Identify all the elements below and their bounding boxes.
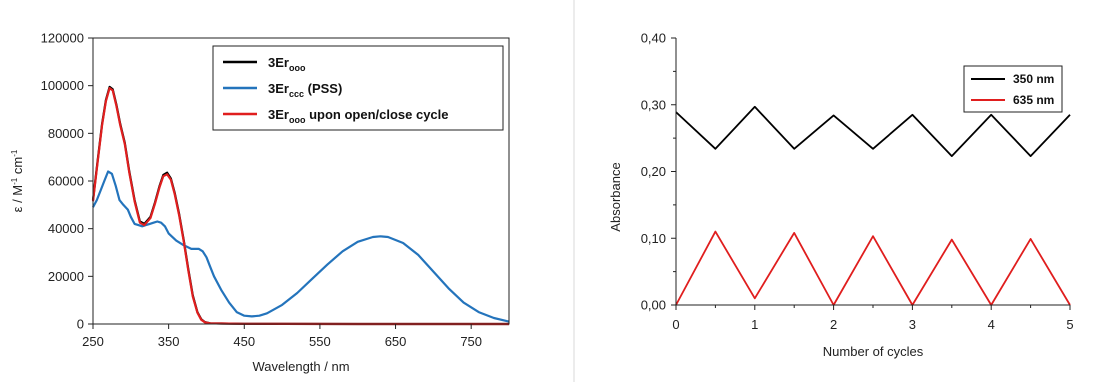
left-x-tick-label-4: 550 <box>309 334 331 349</box>
left-y-tick-label-7: 120000 <box>41 31 84 46</box>
right-x-tick-label-5: 4 <box>988 317 995 332</box>
left-series-group <box>91 85 510 326</box>
right-legend-label-1: 350 nm <box>1013 72 1054 86</box>
right-y-tick-label-3: 0,20 <box>641 164 666 179</box>
absorption-spectrum-chart: 250 350 450 550 650 750 0 20000 40000 60000 80000 1… <box>10 31 510 374</box>
right-y-tick-label-1: 0,00 <box>641 298 666 313</box>
left-series-line-3 <box>91 87 509 326</box>
left-y-tick-label-4: 60000 <box>48 174 84 189</box>
left-y-tick-label-2: 20000 <box>48 269 84 284</box>
left-x-tick-label-1: 250 <box>82 334 104 349</box>
right-x-tick-label-4: 3 <box>909 317 916 332</box>
left-legend-label-2: 3Erccc (PSS) <box>268 81 342 99</box>
right-series-line-1 <box>675 105 1071 157</box>
left-axis-ticks: 250 350 450 550 650 750 0 20000 40000 60000 80000 1… <box>41 31 482 350</box>
right-series-group <box>675 105 1071 306</box>
left-x-axis-title: Wavelength / nm <box>252 359 349 374</box>
left-y-tick-label-5: 80000 <box>48 126 84 141</box>
right-y-tick-label-4: 0,30 <box>641 97 666 112</box>
left-legend: 3Erooo 3Erccc (PSS) 3Erooo upon open/clo… <box>212 45 504 131</box>
right-x-axis-title: Number of cycles <box>823 344 924 359</box>
right-legend: 350 nm 635 nm <box>963 65 1063 113</box>
left-y-tick-label-1: 0 <box>77 317 84 332</box>
right-legend-label-2: 635 nm <box>1013 93 1054 107</box>
right-series-line-2 <box>675 230 1071 306</box>
right-x-tick-label-2: 1 <box>751 317 758 332</box>
left-legend-box <box>212 45 504 131</box>
right-legend-box <box>963 65 1063 113</box>
right-axis-ticks: 0 1 2 3 4 5 0,00 0,10 0,20 0,30 0,40 <box>641 31 1074 333</box>
right-y-axis-title: Absorbance <box>608 162 623 231</box>
right-y-tick-label-2: 0,10 <box>641 231 666 246</box>
right-x-tick-label-1: 0 <box>672 317 679 332</box>
left-y-title-part-2: -1 <box>10 177 19 185</box>
left-x-tick-label-3: 450 <box>233 334 255 349</box>
left-legend-label-3: 3Erooo upon open/close cycle <box>268 107 449 125</box>
left-series-line-2 <box>92 170 510 323</box>
left-x-tick-label-5: 650 <box>385 334 407 349</box>
right-x-tick-label-3: 2 <box>830 317 837 332</box>
left-y-title-part-1: ε / M <box>10 185 25 212</box>
left-y-axis-title: ε / M-1 cm-1 <box>10 149 25 212</box>
left-x-tick-label-2: 350 <box>158 334 180 349</box>
left-y-title-part-4: -1 <box>10 149 19 157</box>
left-legend-label-1: 3Erooo <box>268 55 306 73</box>
right-y-tick-label-5: 0,40 <box>641 31 666 46</box>
left-y-tick-label-3: 40000 <box>48 221 84 236</box>
left-y-title-part-3: cm <box>10 157 25 178</box>
right-x-tick-label-6: 5 <box>1066 317 1073 332</box>
cycling-chart: 0 1 2 3 4 5 0,00 0,10 0,20 0,30 0,40 Number of cyc… <box>608 31 1074 360</box>
left-y-tick-label-6: 100000 <box>41 78 84 93</box>
left-x-tick-label-6: 750 <box>460 334 482 349</box>
